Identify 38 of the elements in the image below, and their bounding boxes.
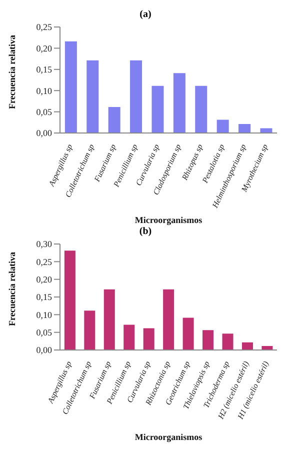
y-tick-label: 0,20 bbox=[36, 43, 52, 54]
y-tick-label: 0,15 bbox=[36, 64, 52, 75]
bar bbox=[124, 324, 135, 350]
chart-title: (b) bbox=[138, 225, 153, 239]
y-tick-label: 0,05 bbox=[36, 328, 52, 338]
bar bbox=[64, 41, 77, 133]
y-tick-label: 0,15 bbox=[36, 292, 52, 302]
bar bbox=[222, 334, 234, 350]
y-tick-label: 0,20 bbox=[36, 274, 52, 285]
y-tick-label: 0,05 bbox=[36, 106, 52, 117]
y-tick-label: 0,00 bbox=[36, 345, 52, 356]
bar bbox=[104, 289, 115, 350]
bar bbox=[143, 328, 154, 350]
y-tick-label: 0,10 bbox=[36, 310, 52, 320]
bar bbox=[238, 124, 251, 133]
bar bbox=[182, 318, 194, 350]
bar bbox=[242, 342, 253, 350]
bar bbox=[195, 86, 208, 133]
y-axis-title: Frecuencia relativa bbox=[7, 252, 18, 326]
bar bbox=[86, 60, 99, 133]
bar bbox=[108, 107, 120, 133]
y-axis-title: Frecuencia relativa bbox=[7, 34, 18, 109]
bar bbox=[84, 310, 96, 350]
x-axis-title: Microorganismos bbox=[134, 432, 203, 442]
chart-title: (a) bbox=[138, 8, 152, 22]
y-tick-label: 0,25 bbox=[36, 22, 52, 32]
y-tick-label: 0,25 bbox=[36, 256, 52, 267]
bar bbox=[173, 73, 186, 133]
y-tick-label: 0,00 bbox=[36, 128, 52, 138]
bar bbox=[152, 86, 164, 133]
x-axis-title: Microorganismos bbox=[134, 215, 203, 225]
y-tick-label: 0,10 bbox=[36, 86, 52, 96]
bar bbox=[216, 120, 229, 133]
bar bbox=[64, 250, 76, 350]
bar bbox=[130, 60, 142, 133]
y-tick-label: 0,30 bbox=[36, 239, 52, 250]
bar bbox=[202, 330, 214, 350]
bar bbox=[163, 289, 174, 350]
